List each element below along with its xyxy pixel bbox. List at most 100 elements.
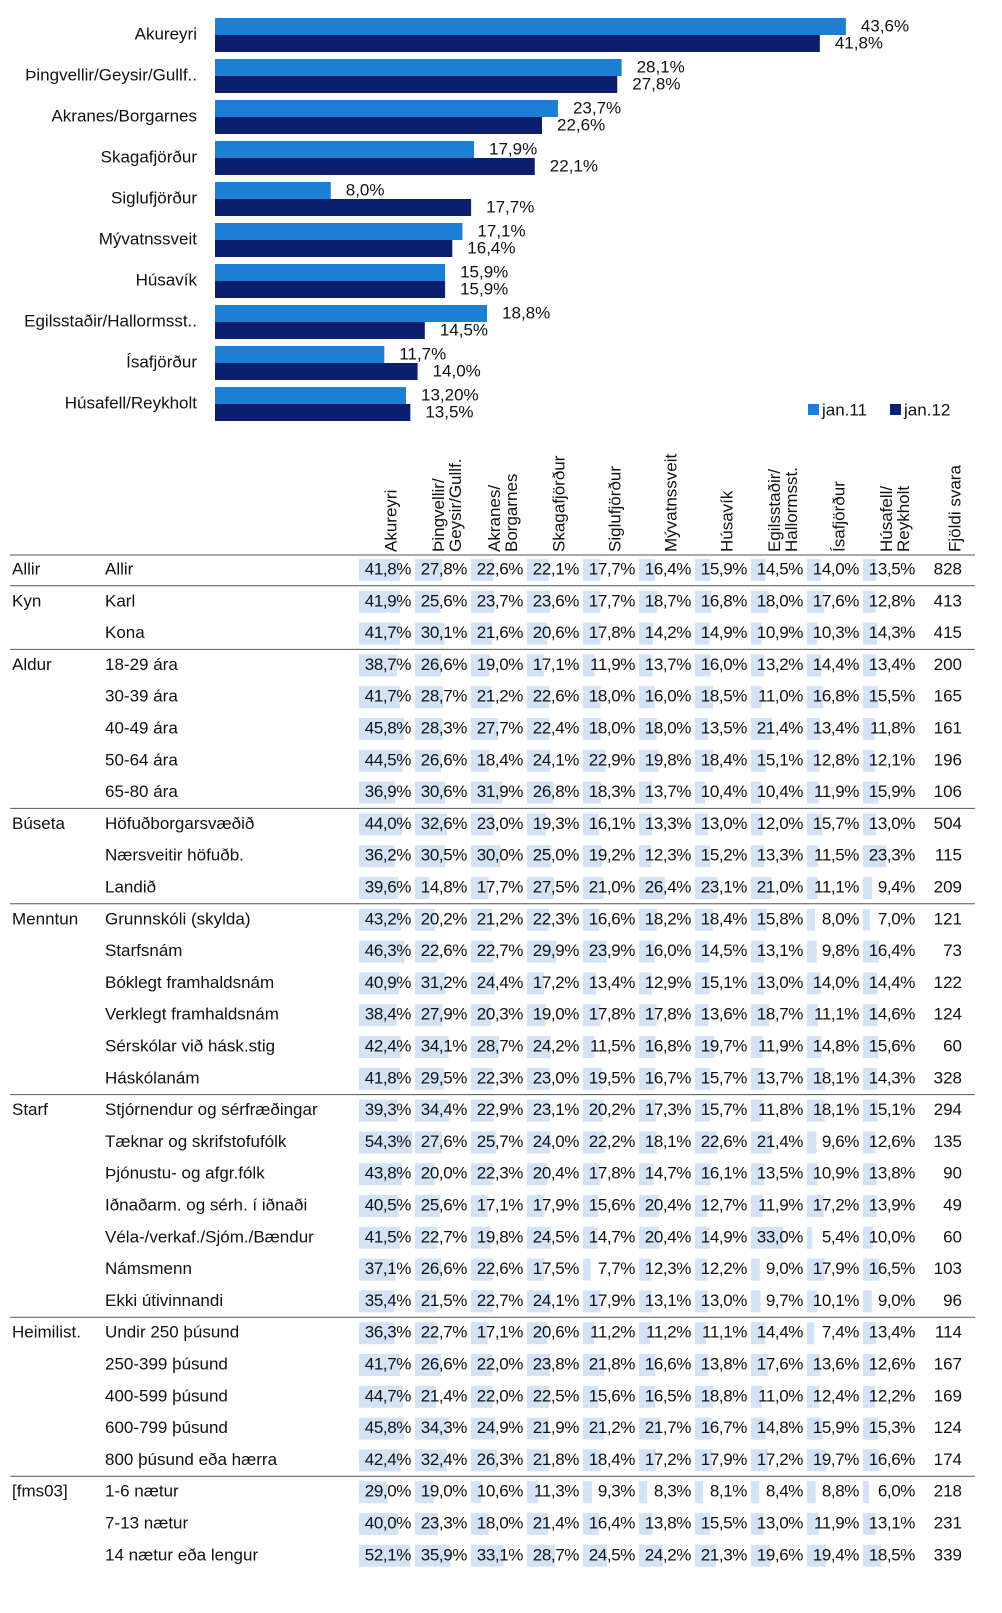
data-bar	[695, 1481, 703, 1504]
cell: 13,4%	[869, 1323, 915, 1342]
data-bar	[863, 1449, 880, 1472]
cell: 21,4%	[421, 1386, 467, 1405]
cell: 18,1%	[645, 1132, 691, 1151]
cell: 18,1%	[813, 1068, 859, 1087]
cell: 21,4%	[757, 1132, 803, 1151]
bar	[215, 387, 407, 404]
data-bar	[751, 1513, 764, 1535]
data-bar	[639, 1163, 654, 1186]
data-bar	[471, 940, 494, 963]
data-bar	[527, 1513, 549, 1535]
cell: 39,3%	[365, 1100, 411, 1119]
group-label: Búseta	[12, 814, 65, 833]
cell: 25,7%	[477, 1132, 523, 1151]
data-bar	[639, 718, 657, 740]
cell: 13,0%	[757, 1513, 803, 1532]
count: 106	[934, 782, 962, 801]
cell: 5,4%	[822, 1227, 859, 1246]
cell: 14,9%	[701, 1227, 747, 1246]
row-label: Bóklegt framhaldsnám	[105, 973, 274, 992]
cell: 36,2%	[365, 846, 411, 865]
data-bar	[639, 972, 652, 995]
cell: 12,6%	[869, 1354, 915, 1373]
data-bar	[751, 1417, 766, 1440]
cell: 13,4%	[869, 655, 915, 674]
bar	[215, 363, 418, 380]
bar	[215, 404, 411, 421]
data-bar	[695, 972, 710, 995]
data-bar	[807, 1322, 815, 1345]
data-bar	[695, 590, 712, 613]
data-bar	[695, 1131, 718, 1154]
cell: 27,5%	[533, 877, 579, 896]
data-bar	[471, 590, 495, 613]
cell: 33,0%	[757, 1227, 803, 1246]
cell: 16,4%	[589, 1513, 635, 1532]
data-bar	[471, 1036, 500, 1058]
cell: 15,7%	[813, 814, 859, 833]
data-bar	[415, 590, 441, 613]
data-bar	[415, 1163, 435, 1186]
data-bar	[695, 1290, 708, 1313]
data-bar	[527, 749, 551, 772]
row-label: 18-29 ára	[105, 655, 178, 674]
column-header: Húsafell/	[877, 486, 896, 552]
data-bar	[527, 718, 549, 740]
cell: 23,6%	[533, 591, 579, 610]
column-header: Akureyri	[381, 490, 400, 552]
count: 122	[934, 973, 962, 992]
data-bar	[359, 877, 398, 899]
data-bar	[415, 559, 443, 581]
value-label: 17,7%	[486, 197, 534, 216]
cell: 17,8%	[589, 1005, 635, 1024]
data-bar	[863, 686, 879, 709]
data-bar	[359, 1258, 396, 1281]
cell: 26,6%	[421, 1354, 467, 1373]
column-header: Akranes/	[485, 485, 504, 552]
count: 49	[943, 1195, 962, 1214]
cell: 17,7%	[589, 559, 635, 578]
cell: 7,0%	[878, 909, 915, 928]
cell: 12,0%	[757, 814, 803, 833]
row-label: 400-599 þúsund	[105, 1386, 228, 1405]
cell: 8,3%	[654, 1482, 691, 1501]
cell: 27,6%	[421, 1132, 467, 1151]
data-bar	[639, 1131, 657, 1154]
data-bar	[471, 1322, 488, 1345]
cell: 32,6%	[421, 814, 467, 833]
cell: 30,6%	[421, 782, 467, 801]
data-bar	[807, 1449, 827, 1472]
data-bar	[751, 622, 762, 645]
bar	[215, 100, 558, 117]
data-bar	[751, 590, 769, 613]
cell: 45,8%	[365, 718, 411, 737]
cell: 15,6%	[589, 1195, 635, 1214]
cell: 26,8%	[533, 782, 579, 801]
data-bar	[359, 1354, 400, 1376]
data-bar	[583, 1004, 601, 1027]
cell: 14,0%	[813, 559, 859, 578]
data-bar	[527, 781, 554, 804]
cell: 17,6%	[813, 591, 859, 610]
cell: 14,4%	[757, 1323, 803, 1342]
cell: 13,4%	[589, 973, 635, 992]
cell: 8,1%	[710, 1482, 747, 1501]
data-bar	[807, 1099, 825, 1122]
data-bar	[527, 1004, 546, 1027]
cell: 54,3%	[365, 1132, 411, 1151]
data-bar	[471, 622, 493, 645]
data-bar	[639, 845, 652, 868]
data-bar	[583, 686, 601, 709]
count: 60	[943, 1227, 962, 1246]
data-bar	[751, 1481, 760, 1504]
data-bar	[807, 1513, 819, 1535]
column-header: Egilsstaðir/	[765, 469, 784, 552]
data-bar	[359, 1226, 400, 1249]
bar	[215, 158, 535, 175]
cell: 9,0%	[766, 1259, 803, 1278]
data-bar	[863, 559, 877, 581]
data-bar	[471, 781, 503, 804]
data-bar	[751, 1544, 771, 1567]
cell: 24,1%	[533, 750, 579, 769]
cell: 14,3%	[869, 1068, 915, 1087]
